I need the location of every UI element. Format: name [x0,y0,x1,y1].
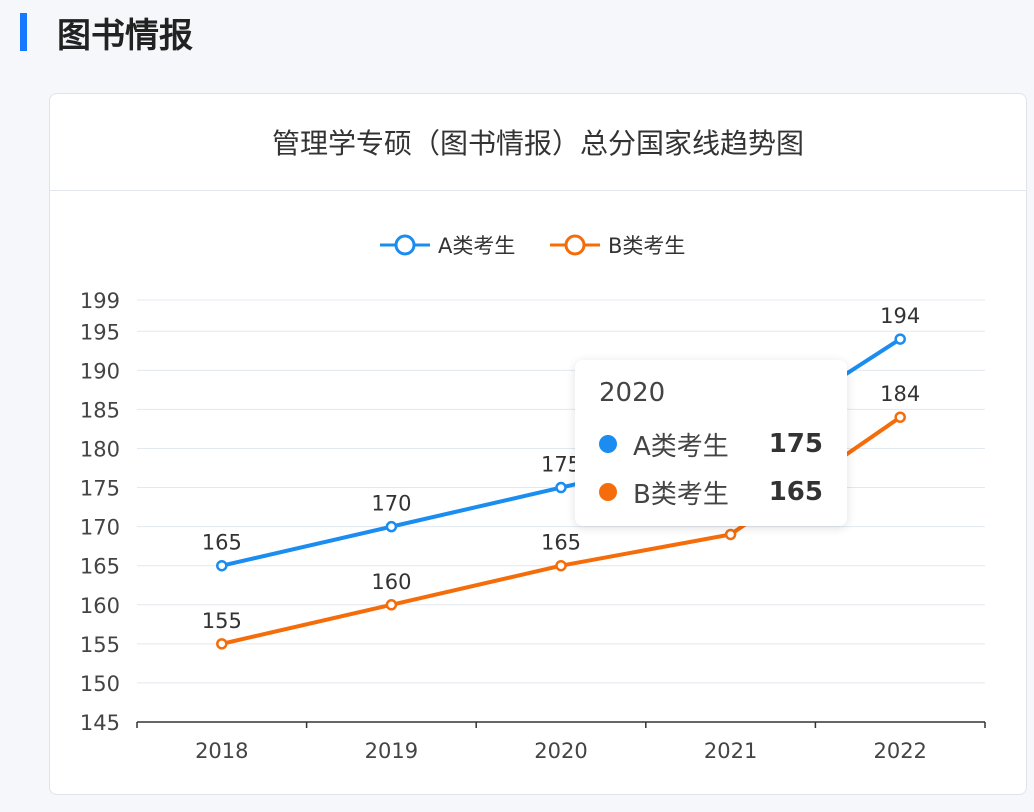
data-label: 165 [202,531,242,555]
legend-label: B类考生 [608,234,685,258]
data-point [385,599,398,611]
accent-bar [20,13,27,51]
data-label: 170 [371,492,411,516]
x-tick-label: 2022 [873,739,926,763]
y-tick-label: 150 [80,672,120,696]
tooltip-category: 2020 [599,378,666,408]
series-dot-icon [599,483,617,501]
data-label: 194 [880,304,920,328]
y-tick-label: 195 [80,320,120,344]
y-tick-label: 165 [80,555,120,579]
chart-title: 管理学专硕（图书情报）总分国家线趋势图 [50,94,1026,191]
data-label: 165 [541,531,581,555]
data-point [894,411,906,423]
y-tick-label: 155 [80,633,120,657]
tooltip-row: A类考生 175 [599,420,823,468]
y-tick-label: 175 [80,477,120,501]
tooltip-series-name: B类考生 [633,479,729,510]
legend-marker-icon [394,234,416,256]
section-header: 图书情报 [20,10,193,56]
y-tick-label: 180 [80,437,120,461]
x-tick-label: 2021 [704,739,757,763]
legend-label: A类考生 [438,234,515,258]
data-label: 160 [371,570,411,594]
y-tick-label: 145 [80,711,120,735]
y-tick-label: 185 [80,398,120,422]
data-label: 155 [202,609,242,633]
tooltip-row: B类考生 165 [599,468,823,516]
y-tick-label: 199 [80,289,120,313]
data-point [216,638,228,650]
data-point [894,333,906,345]
y-tick-label: 190 [80,359,120,383]
section-title: 图书情报 [57,15,193,56]
tooltip-value: 175 [768,429,823,459]
data-point [216,559,228,572]
x-tick-label: 2019 [365,739,418,763]
data-point [724,528,737,541]
tooltip-series-name: A类考生 [633,431,729,462]
tooltip-value: 165 [768,477,823,507]
data-point [555,559,567,572]
data-point [385,520,398,533]
y-tick-label: 160 [80,594,120,618]
data-label: 184 [880,382,920,406]
data-label: 175 [541,453,581,477]
x-tick-label: 2018 [195,739,248,763]
legend-marker-icon [564,234,586,256]
series-dot-icon [599,435,617,453]
tooltip: 2020 A类考生 175 B类考生 165 [575,360,847,526]
x-tick-label: 2020 [534,739,587,763]
data-point [555,481,567,494]
y-tick-label: 170 [80,516,120,540]
